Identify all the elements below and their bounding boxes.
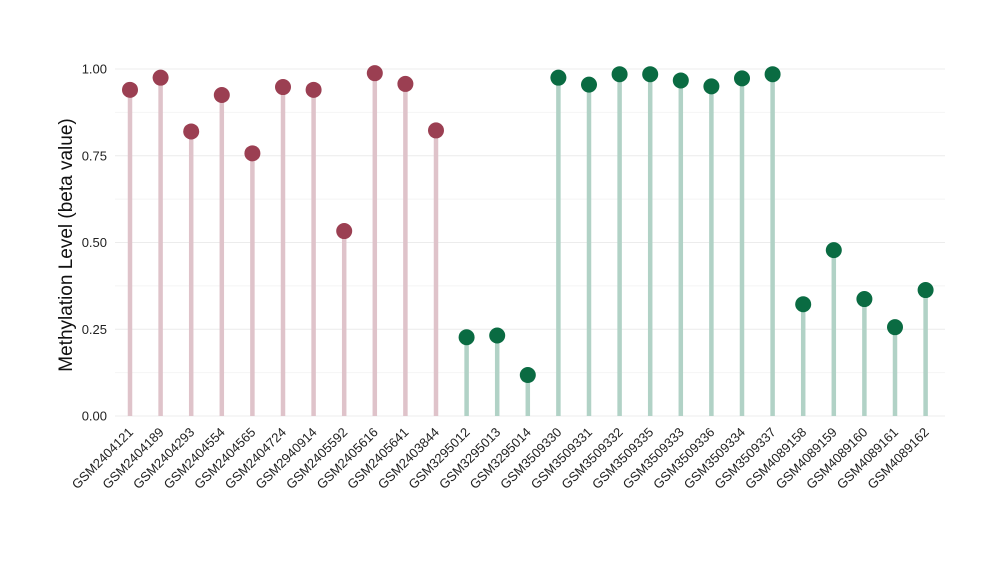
data-point (550, 69, 567, 86)
data-point (581, 76, 597, 93)
data-point (703, 78, 720, 95)
data-point (428, 122, 444, 139)
data-point (397, 75, 414, 92)
y-axis-title: Methylation Level (beta value) (56, 118, 77, 371)
y-tick-label: 0.00 (82, 409, 107, 424)
y-axis-ticks: 0.00 0.25 0.50 0.75 1.00 (82, 62, 107, 424)
data-point (183, 123, 200, 140)
y-tick-label: 1.00 (82, 62, 107, 77)
data-point (611, 66, 628, 83)
data-point (672, 72, 689, 89)
y-tick-label: 0.50 (82, 235, 107, 250)
data-point (887, 319, 903, 336)
data-point (764, 66, 781, 83)
data-point (122, 81, 138, 98)
data-point (458, 329, 475, 346)
y-tick-label: 0.25 (82, 322, 107, 337)
data-point (336, 223, 353, 240)
grid-lines (115, 68, 945, 417)
data-point (152, 69, 169, 86)
x-axis-ticks: GSM2404121GSM2404189GSM2404293GSM2404554… (69, 425, 932, 492)
data-point (917, 282, 934, 299)
data-point (519, 367, 536, 384)
data-point (305, 81, 322, 98)
data-point (275, 79, 291, 96)
y-tick-label: 0.75 (82, 148, 107, 163)
data-point (489, 327, 506, 344)
data-point (642, 66, 659, 83)
data-point (244, 145, 261, 162)
data-point (856, 291, 873, 308)
lollipop-stems (127, 73, 928, 416)
lollipop-points (122, 65, 934, 384)
data-point (795, 296, 812, 313)
data-point (734, 70, 750, 87)
data-point (825, 242, 842, 259)
data-point (366, 65, 383, 82)
data-point (213, 87, 230, 104)
